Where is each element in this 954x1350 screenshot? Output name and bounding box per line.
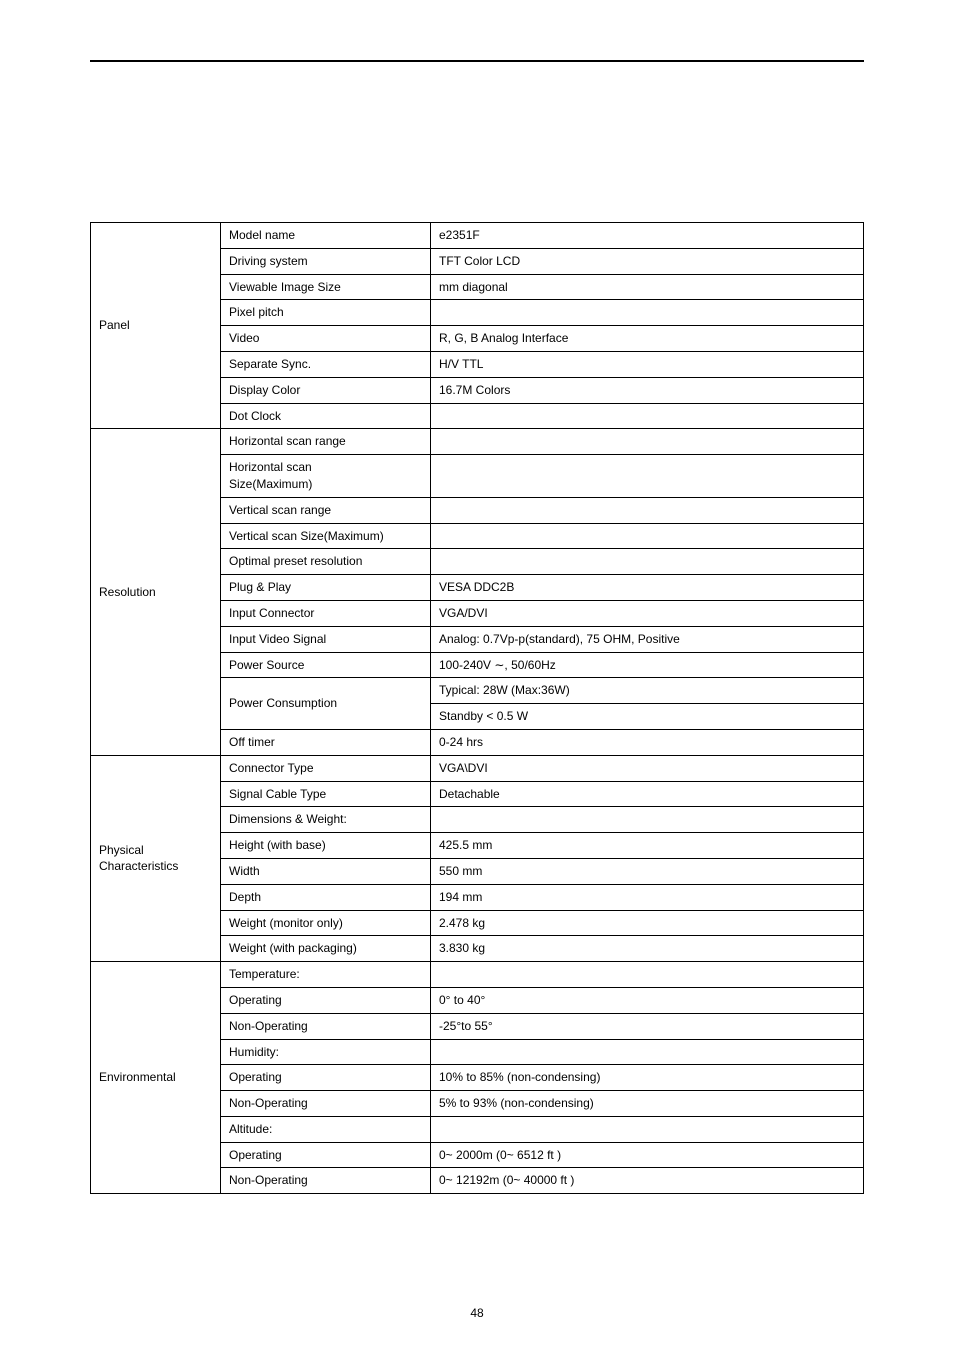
table-row: Physical CharacteristicsConnector TypeVG… xyxy=(91,755,864,781)
parameter-cell: Input Video Signal xyxy=(221,626,431,652)
parameter-cell: Horizontal scanSize(Maximum) xyxy=(221,455,431,498)
value-cell xyxy=(431,429,864,455)
parameter-cell: Video xyxy=(221,326,431,352)
parameter-cell: Temperature: xyxy=(221,962,431,988)
value-cell: Analog: 0.7Vp-p(standard), 75 OHM, Posit… xyxy=(431,626,864,652)
parameter-cell: Operating xyxy=(221,1142,431,1168)
value-cell: VGA\DVI xyxy=(431,755,864,781)
value-cell xyxy=(431,455,864,498)
value-cell: VGA/DVI xyxy=(431,600,864,626)
value-cell: 100-240V ∼, 50/60Hz xyxy=(431,652,864,678)
value-cell: Typical: 28W (Max:36W) xyxy=(431,678,864,704)
parameter-cell: Altitude: xyxy=(221,1116,431,1142)
value-cell xyxy=(431,497,864,523)
parameter-cell: Display Color xyxy=(221,377,431,403)
value-cell: 16.7M Colors xyxy=(431,377,864,403)
value-cell: R, G, B Analog Interface xyxy=(431,326,864,352)
parameter-cell: Plug & Play xyxy=(221,575,431,601)
document-page: PanelModel namee2351FDriving systemTFT C… xyxy=(0,0,954,1350)
value-cell: 5% to 93% (non-condensing) xyxy=(431,1091,864,1117)
value-cell: Standby < 0.5 W xyxy=(431,704,864,730)
value-cell xyxy=(431,403,864,429)
value-cell: H/V TTL xyxy=(431,351,864,377)
parameter-cell: Vertical scan Size(Maximum) xyxy=(221,523,431,549)
parameter-cell: Weight (monitor only) xyxy=(221,910,431,936)
category-cell: Panel xyxy=(91,223,221,429)
value-cell: e2351F xyxy=(431,223,864,249)
parameter-cell: Non-Operating xyxy=(221,1013,431,1039)
parameter-cell: Off timer xyxy=(221,729,431,755)
table-body: PanelModel namee2351FDriving systemTFT C… xyxy=(91,223,864,1194)
value-cell: TFT Color LCD xyxy=(431,248,864,274)
parameter-cell: Depth xyxy=(221,884,431,910)
parameter-cell: Operating xyxy=(221,987,431,1013)
value-cell: 0~ 2000m (0~ 6512 ft ) xyxy=(431,1142,864,1168)
parameter-cell: Dimensions & Weight: xyxy=(221,807,431,833)
parameter-cell: Connector Type xyxy=(221,755,431,781)
value-cell: 550 mm xyxy=(431,858,864,884)
page-number: 48 xyxy=(0,1306,954,1320)
value-cell: 10% to 85% (non-condensing) xyxy=(431,1065,864,1091)
category-cell: Physical Characteristics xyxy=(91,755,221,961)
value-cell: mm diagonal xyxy=(431,274,864,300)
parameter-cell: Operating xyxy=(221,1065,431,1091)
parameter-cell: Width xyxy=(221,858,431,884)
value-cell: 2.478 kg xyxy=(431,910,864,936)
table-row: EnvironmentalTemperature: xyxy=(91,962,864,988)
category-cell: Resolution xyxy=(91,429,221,755)
top-rule xyxy=(90,60,864,62)
parameter-cell: Non-Operating xyxy=(221,1091,431,1117)
value-cell: 425.5 mm xyxy=(431,833,864,859)
parameter-cell: Power Consumption xyxy=(221,678,431,730)
value-cell: VESA DDC2B xyxy=(431,575,864,601)
value-cell: 3.830 kg xyxy=(431,936,864,962)
parameter-cell: Non-Operating xyxy=(221,1168,431,1194)
parameter-cell: Humidity: xyxy=(221,1039,431,1065)
table-row: PanelModel namee2351F xyxy=(91,223,864,249)
parameter-cell: Driving system xyxy=(221,248,431,274)
parameter-cell: Model name xyxy=(221,223,431,249)
specifications-table: PanelModel namee2351FDriving systemTFT C… xyxy=(90,222,864,1194)
parameter-cell: Dot Clock xyxy=(221,403,431,429)
parameter-cell: Optimal preset resolution xyxy=(221,549,431,575)
parameter-cell: Signal Cable Type xyxy=(221,781,431,807)
value-cell: 0-24 hrs xyxy=(431,729,864,755)
parameter-cell: Input Connector xyxy=(221,600,431,626)
value-cell xyxy=(431,807,864,833)
value-cell xyxy=(431,962,864,988)
value-cell: 194 mm xyxy=(431,884,864,910)
value-cell xyxy=(431,1116,864,1142)
table-row: ResolutionHorizontal scan range xyxy=(91,429,864,455)
parameter-cell: Weight (with packaging) xyxy=(221,936,431,962)
category-cell: Environmental xyxy=(91,962,221,1194)
value-cell: -25°to 55° xyxy=(431,1013,864,1039)
value-cell xyxy=(431,523,864,549)
value-cell: Detachable xyxy=(431,781,864,807)
value-cell xyxy=(431,549,864,575)
parameter-cell: Viewable Image Size xyxy=(221,274,431,300)
value-cell: 0° to 40° xyxy=(431,987,864,1013)
parameter-cell: Separate Sync. xyxy=(221,351,431,377)
parameter-cell: Power Source xyxy=(221,652,431,678)
value-cell xyxy=(431,300,864,326)
parameter-cell: Pixel pitch xyxy=(221,300,431,326)
value-cell: 0~ 12192m (0~ 40000 ft ) xyxy=(431,1168,864,1194)
value-cell xyxy=(431,1039,864,1065)
parameter-cell: Horizontal scan range xyxy=(221,429,431,455)
parameter-cell: Height (with base) xyxy=(221,833,431,859)
parameter-cell: Vertical scan range xyxy=(221,497,431,523)
